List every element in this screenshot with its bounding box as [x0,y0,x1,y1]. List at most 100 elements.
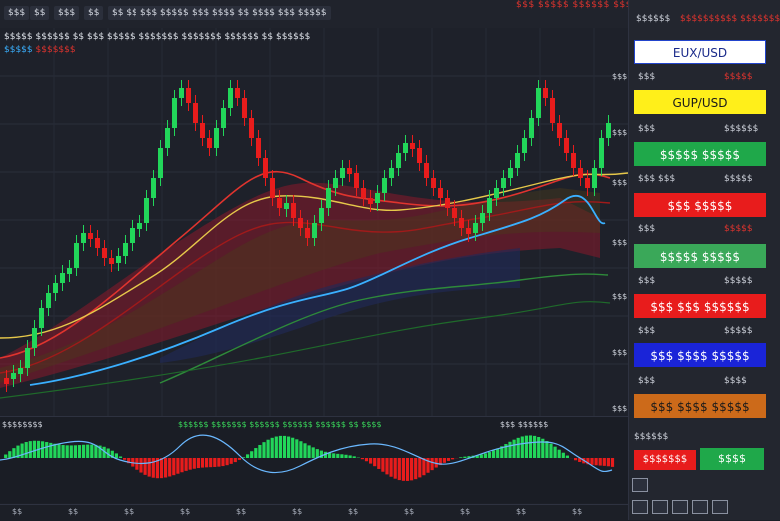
oscillator-bar [402,458,405,481]
oscillator-bar [8,451,11,458]
symbol-button-2[interactable]: $$$$$ $$$$$ [634,142,766,166]
candlestick [557,123,562,138]
oscillator-bar [443,458,446,463]
oscillator-bar [574,458,577,460]
oscillator-bar [554,447,557,458]
toolbar-button-3[interactable]: $$$ [54,6,79,20]
symbol-button-5[interactable]: $$$ $$$ $$$$$$ [634,294,766,318]
toolbar-button-6[interactable]: $$$ $$$$$ [136,6,193,20]
oscillator-bar [62,445,65,458]
oscillator-bar [201,458,204,468]
price-axis-label: $$$ [612,238,627,247]
menu-icon[interactable] [712,500,728,514]
candlestick [32,328,37,348]
oscillator-bar [521,436,524,458]
oscillator-bar [254,448,257,458]
candlestick [361,188,366,198]
oscillator-bar [517,438,520,458]
oscillator-bar [451,458,454,459]
candlestick [473,223,478,233]
candlestick [333,178,338,188]
candlestick [256,138,261,158]
candlestick [326,188,331,208]
candlestick [165,128,170,148]
panel-row-value: $$$$$ [724,174,753,184]
symbol-button-7[interactable]: $$$ $$$$ $$$$$ [634,394,766,418]
oscillator-bar [611,458,614,467]
candlestick [599,138,604,168]
oscillator-bar [287,437,290,458]
candlestick [39,308,44,328]
price-chart[interactable] [0,28,628,416]
symbol-button-4[interactable]: $$$$$ $$$$$ [634,244,766,268]
oscillator-bar [41,441,44,458]
oscillator-bar [139,458,142,473]
candlestick [186,88,191,103]
candlestick [606,123,611,138]
symbol-button-0[interactable]: EUX/USD [634,40,766,64]
panel-row-value: $$$$$ [724,276,753,286]
toolbar-button-2[interactable]: $$ [30,6,49,20]
panel-row-value: $$$$ [724,376,747,386]
oscillator-bar [221,458,224,466]
candlestick [95,238,100,248]
oscillator-bar [21,444,24,458]
candlestick [375,193,380,203]
toolbar-button-7[interactable]: $$$ $$$$ $$ $$$$ $$$ $$$$$ [188,6,331,20]
time-axis-label: $$ [236,507,246,516]
indicator-legend-line-2: $$$$$ $$$$$$$ [4,45,76,55]
list-icon[interactable] [672,500,688,514]
top-toolbar: $$$ $$ $$$ $$ $$ $$ $$$ $$$$$ $$$ $$$$ $… [0,0,628,29]
symbol-button-3[interactable]: $$$ $$$$$ [634,193,766,217]
toolbar-button-1[interactable]: $$$ [4,6,29,20]
panel-row-label: $$$ [638,326,655,336]
legend-blue-item: $$$$$ [4,45,33,55]
window-icon[interactable] [632,500,648,514]
order-panel-title: $$$$$$ [634,432,668,442]
panel-row-value: $$$$$ [724,224,753,234]
panel-row-label: $$$ $$$ [638,174,675,184]
candlestick [193,103,198,123]
time-axis-label: $$ [12,507,22,516]
candlestick [480,213,485,223]
oscillator-bar [74,445,77,458]
oscillator-bar [258,445,261,458]
oscillator-bar [332,453,335,458]
candlestick [368,198,373,204]
sell-button[interactable]: $$$$$$$ [634,450,696,470]
oscillator-bar [160,458,163,478]
candlestick [508,168,513,178]
candlestick [179,88,184,98]
candlestick [585,178,590,188]
panel-row-value: $$$$$ [724,326,753,336]
candlestick [487,198,492,213]
candlestick [298,218,303,228]
oscillator-bar [33,441,36,458]
candlestick [200,123,205,138]
buy-button[interactable]: $$$$ [700,448,764,470]
oscillator-bar [459,457,462,458]
symbol-button-1[interactable]: GUP/USD [634,90,766,114]
oscillator-bar [447,458,450,461]
symbol-button-6[interactable]: $$$ $$$$ $$$$$ [634,343,766,367]
candlestick [459,218,464,228]
candlestick [438,188,443,198]
oscillator-bar [271,438,274,458]
candlestick [494,188,499,198]
candlestick [249,118,254,138]
candlestick [571,153,576,168]
candlestick [515,153,520,168]
time-axis-label: $$ [404,507,414,516]
candlestick [417,148,422,163]
candlestick [74,243,79,268]
candlestick [102,248,107,258]
panel-title: $$$$$$ [636,14,670,24]
oscillator-bar [279,436,282,458]
oscillator-bar [176,458,179,474]
chart-icon[interactable] [692,500,708,514]
candlestick [522,138,527,153]
candlestick [312,223,317,238]
grid-icon[interactable] [652,500,668,514]
settings-icon[interactable] [632,478,648,492]
toolbar-button-4[interactable]: $$ [84,6,103,20]
